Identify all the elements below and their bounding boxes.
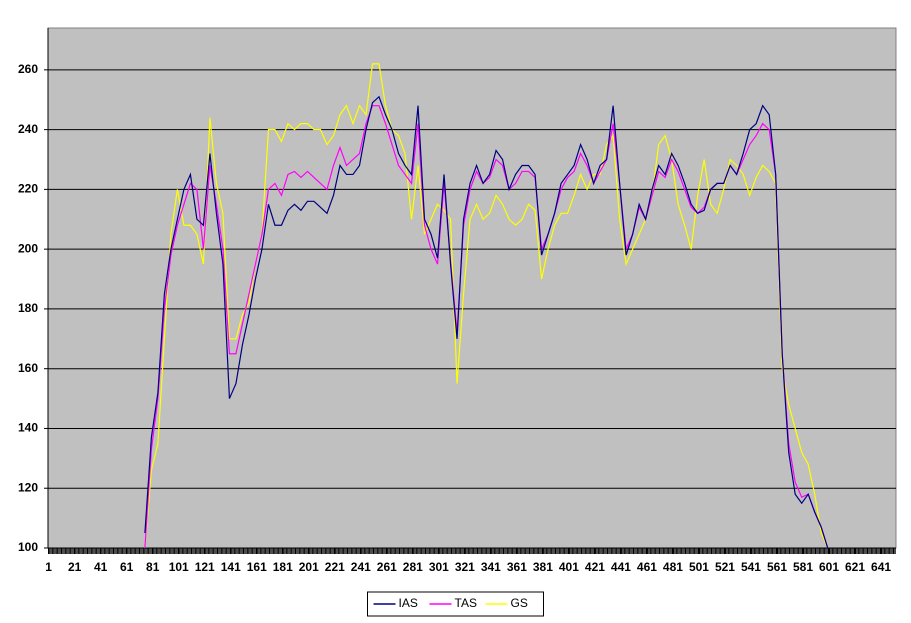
x-tick-label: 641: [871, 560, 891, 574]
x-tick-label: 361: [507, 560, 527, 574]
x-tick-label: 181: [273, 560, 293, 574]
x-tick-label: 561: [767, 560, 787, 574]
x-tick-label: 281: [403, 560, 423, 574]
x-tick-label: 501: [689, 560, 709, 574]
x-tick-label: 141: [221, 560, 241, 574]
x-tick-label: 241: [351, 560, 371, 574]
y-tick-label: 160: [18, 361, 38, 375]
y-tick-label: 180: [18, 301, 38, 315]
x-tick-label: 161: [247, 560, 267, 574]
plot-area: [47, 27, 897, 549]
y-tick-label: 220: [18, 182, 38, 196]
x-tick-label: 421: [585, 560, 605, 574]
y-tick-label: 200: [18, 241, 38, 255]
x-tick-label: 301: [429, 560, 449, 574]
x-tick-label: 21: [68, 560, 82, 574]
x-tick-label: 101: [169, 560, 189, 574]
x-tick-label: 201: [299, 560, 319, 574]
line-series: [144, 95, 829, 548]
y-tick-label: 140: [18, 421, 38, 435]
y-tick-label: 240: [18, 122, 38, 136]
x-tick-label: 1: [45, 560, 52, 574]
y-tick-label: 260: [18, 62, 38, 76]
x-tick-label: 121: [195, 560, 215, 574]
x-tick-label: 521: [715, 560, 735, 574]
x-tick-label: 601: [819, 560, 839, 574]
x-tick-label: 541: [741, 560, 761, 574]
legend-label: IAS: [399, 596, 418, 610]
x-tick-label: 41: [94, 560, 108, 574]
y-tick-label: 120: [18, 480, 38, 494]
legend-label: TAS: [455, 596, 477, 610]
x-tick-label: 381: [533, 560, 553, 574]
x-tick-label: 261: [377, 560, 397, 574]
x-tick-label: 581: [793, 560, 813, 574]
x-tick-label: 481: [663, 560, 683, 574]
legend-box: [367, 591, 544, 617]
x-tick-label: 461: [637, 560, 657, 574]
x-tick-label: 441: [611, 560, 631, 574]
x-tick-label: 81: [146, 560, 160, 574]
x-tick-label: 321: [455, 560, 475, 574]
y-tick-label: 100: [18, 540, 38, 554]
x-tick-label: 621: [845, 560, 865, 574]
x-tick-label: 401: [559, 560, 579, 574]
x-tick-label: 221: [325, 560, 345, 574]
x-tick-label: 341: [481, 560, 501, 574]
x-tick-label: 61: [120, 560, 134, 574]
legend-label: GS: [511, 596, 528, 610]
